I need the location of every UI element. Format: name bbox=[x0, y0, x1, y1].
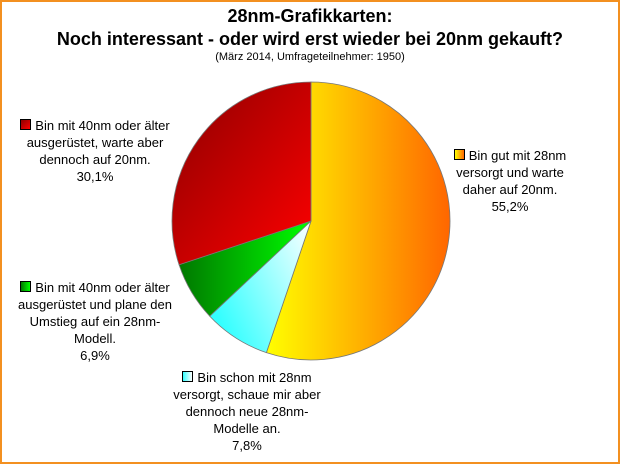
slice-label-2: Bin mit 40nm oder älter ausgerüstet und … bbox=[14, 279, 176, 364]
chart-title: 28nm-Grafikkarten: bbox=[227, 6, 393, 26]
slice-label-3: Bin mit 40nm oder älter ausgerüstet, war… bbox=[10, 117, 180, 185]
slice-label-text: Bin mit 40nm oder älter ausgerüstet, war… bbox=[26, 118, 170, 167]
legend-swatch bbox=[20, 119, 32, 130]
slice-value: 55,2% bbox=[491, 199, 529, 214]
slice-value: 6,9% bbox=[80, 348, 110, 363]
pie-slice-3 bbox=[171, 81, 312, 266]
chart-subtitle: (März 2014, Umfrageteilnehmer: 1950) bbox=[215, 51, 405, 63]
slice-value: 30,1% bbox=[76, 169, 114, 184]
slice-label-text: Bin mit 40nm oder älter ausgerüstet und … bbox=[18, 280, 172, 346]
slice-label-text: Bin schon mit 28nm versorgt, schaue mir … bbox=[173, 370, 321, 436]
legend-swatch bbox=[20, 281, 32, 292]
slice-label-0: Bin gut mit 28nm versorgt und warte dahe… bbox=[440, 147, 580, 215]
chart-title-line2: Noch interessant - oder wird erst wieder… bbox=[56, 29, 564, 49]
slice-label-text: Bin gut mit 28nm versorgt und warte dahe… bbox=[456, 148, 567, 197]
slice-value: 7,8% bbox=[232, 438, 262, 453]
legend-swatch bbox=[453, 149, 465, 160]
legend-swatch bbox=[182, 371, 194, 382]
pie-slice-0 bbox=[265, 81, 451, 361]
slice-label-1: Bin schon mit 28nm versorgt, schaue mir … bbox=[172, 369, 322, 454]
